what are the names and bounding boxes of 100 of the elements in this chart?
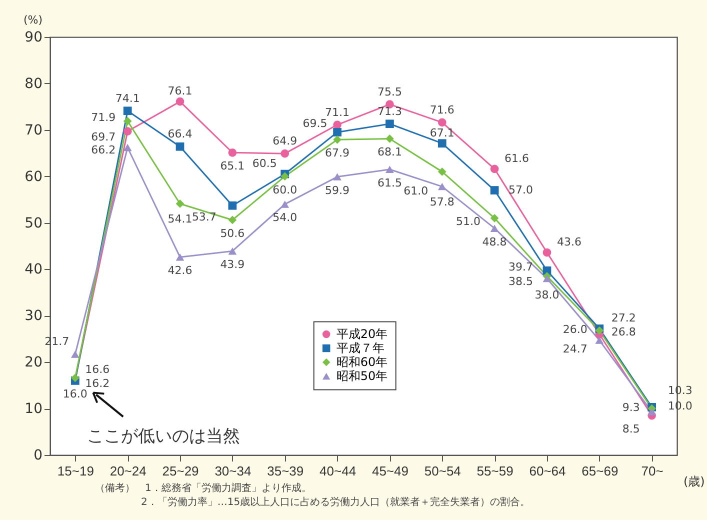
point	[490, 214, 499, 222]
y-tick-label: 20	[24, 354, 42, 371]
legend-label: 昭和60年	[336, 355, 388, 370]
data-label: 74.1	[115, 92, 140, 105]
data-label: 51.0	[456, 215, 481, 228]
data-label: 60.5	[252, 157, 277, 170]
data-label: 60.0	[272, 183, 298, 196]
data-label: 42.6	[168, 264, 192, 278]
x-tick-label: 25~29	[162, 464, 199, 478]
x-tick-label: 45~49	[372, 464, 408, 478]
point	[438, 168, 446, 176]
x-tick-label: 30~34	[214, 464, 252, 478]
data-label: 71.6	[430, 103, 454, 116]
data-label: 16.0	[62, 388, 88, 401]
point	[280, 149, 290, 158]
data-label: 71.9	[91, 111, 116, 124]
data-label: 69.7	[91, 130, 116, 144]
x-tick-label: 65~69	[582, 464, 618, 478]
point	[438, 139, 446, 148]
point	[176, 200, 184, 208]
point	[123, 127, 132, 136]
data-label: 61.6	[504, 152, 530, 165]
data-label: 27.2	[611, 312, 636, 325]
x-tick-label: 15~19	[57, 464, 94, 478]
y-tick-label: 40	[24, 262, 42, 278]
point	[280, 172, 290, 181]
data-label: 61.5	[377, 176, 402, 190]
point	[333, 128, 342, 136]
data-label: 39.7	[508, 260, 533, 274]
y-tick-label: 50	[24, 215, 42, 232]
data-label: 38.0	[534, 288, 560, 302]
point	[490, 186, 499, 194]
point	[542, 274, 552, 282]
data-label: 48.8	[482, 235, 507, 248]
point	[386, 166, 394, 173]
point	[228, 148, 237, 157]
data-label: 8.5	[622, 422, 640, 436]
x-tick-label: 35~39	[267, 464, 304, 478]
legend-label: 平成20年	[336, 327, 388, 342]
legend-label: 昭和50年	[336, 369, 388, 384]
data-label: 38.5	[508, 275, 533, 288]
point	[176, 97, 184, 106]
data-label: 26.0	[562, 323, 588, 336]
data-label: 26.8	[611, 326, 636, 339]
point	[490, 224, 499, 232]
point	[333, 173, 342, 180]
data-label: 67.9	[325, 146, 350, 160]
data-label: 53.7	[192, 210, 216, 224]
data-label: 54.0	[272, 211, 298, 224]
point	[333, 120, 342, 129]
annotation: ここが低いのは当然	[87, 426, 240, 447]
x-tick-label: 50~54	[424, 464, 461, 478]
data-label: 76.1	[168, 84, 192, 98]
data-label: 59.9	[325, 184, 350, 197]
point	[438, 182, 446, 190]
data-label: 54.1	[168, 212, 192, 226]
data-label: 68.1	[377, 146, 402, 159]
data-label: 64.9	[272, 134, 298, 148]
data-label: 66.2	[91, 144, 116, 157]
point	[176, 254, 184, 261]
data-label: 24.7	[562, 342, 588, 356]
y-tick-label: 70	[24, 122, 42, 138]
data-label: 43.9	[220, 258, 245, 272]
legend-label: 平成７年	[336, 341, 384, 356]
point	[280, 200, 290, 208]
data-label: 75.5	[377, 85, 402, 98]
y-tick-label: 10	[24, 401, 42, 418]
data-label: 57.0	[508, 183, 534, 196]
data-label: 67.1	[430, 126, 454, 140]
data-label: 9.3	[622, 400, 640, 414]
point	[595, 336, 604, 344]
x-tick-label: 60~64	[529, 464, 566, 478]
point	[123, 144, 132, 152]
point	[490, 164, 499, 174]
point	[228, 216, 237, 224]
point	[228, 247, 237, 255]
point	[648, 408, 656, 416]
data-label: 71.3	[377, 104, 402, 118]
y-axis-title: (%)	[23, 14, 42, 26]
y-tick-label: 60	[24, 168, 42, 185]
y-tick-label: 90	[24, 30, 42, 46]
data-label: 16.6	[85, 362, 110, 376]
data-label: 43.6	[556, 236, 582, 248]
point	[386, 134, 394, 143]
text: 2．「労働力率」…15歳以上人口に占める労働力人口（就業者＋完全失業者）の割合。	[140, 496, 530, 510]
x-tick-label: 55~59	[476, 464, 514, 478]
data-label: 71.1	[325, 106, 350, 119]
point	[123, 106, 132, 116]
point	[438, 118, 446, 127]
point	[386, 120, 394, 128]
x-axis-title: (歳)	[684, 474, 705, 488]
data-label: 50.6	[220, 226, 245, 240]
point	[333, 135, 342, 144]
point	[228, 201, 237, 210]
point	[176, 142, 184, 151]
data-label: 57.8	[430, 196, 454, 209]
x-tick-label: 40~44	[320, 464, 356, 478]
data-label: 65.1	[220, 160, 245, 173]
data-label: 16.2	[85, 376, 110, 390]
point	[70, 350, 80, 358]
